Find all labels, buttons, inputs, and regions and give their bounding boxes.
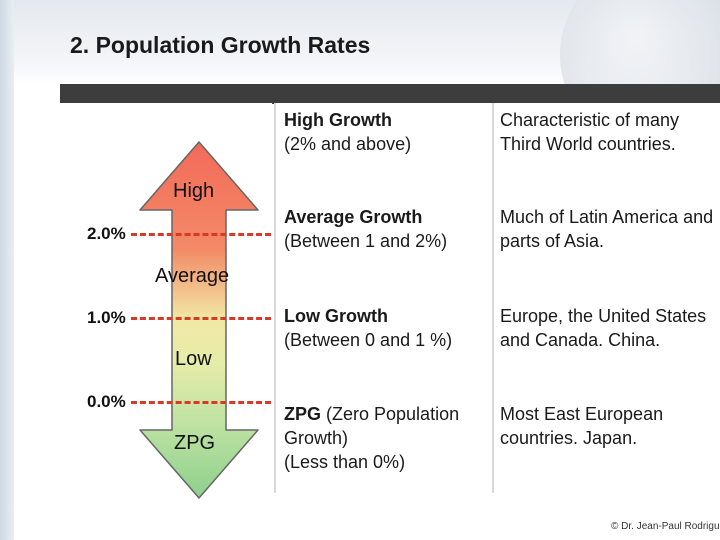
level-label-high: High xyxy=(173,180,215,202)
row-low-category-name: Low Growth xyxy=(284,306,388,326)
row-high-category-name: High Growth xyxy=(284,110,392,130)
page-title: 2. Population Growth Rates xyxy=(70,32,371,58)
table-divider-right xyxy=(492,103,494,493)
row-zpg-category-extra: (Zero Population Growth) xyxy=(284,404,460,448)
row-low-description: Europe, the United States and Canada. Ch… xyxy=(500,306,707,350)
threshold-0-percent: 0.0% xyxy=(87,392,126,411)
row-zpg-category-name: ZPG xyxy=(284,404,322,424)
row-zpg-description: Most East European countries. Japan. xyxy=(500,404,664,448)
row-average-category-name: Average Growth xyxy=(284,207,423,227)
level-label-low: Low xyxy=(175,348,212,370)
row-high-description: Characteristic of many Third World count… xyxy=(500,110,680,154)
row-zpg-range: (Less than 0%) xyxy=(284,452,406,472)
threshold-line-2-percent xyxy=(131,233,271,236)
level-label-average: Average xyxy=(155,265,230,287)
row-zpg-category: ZPG (Zero Population Growth) (Less than … xyxy=(284,402,490,474)
copyright-notice: © Dr. Jean-Paul Rodrigue xyxy=(611,521,720,532)
threshold-2-percent: 2.0% xyxy=(87,224,126,243)
arrow-panel xyxy=(60,103,272,493)
threshold-1-percent: 1.0% xyxy=(87,308,126,327)
growth-arrow-icon xyxy=(139,141,259,499)
row-low-category: Low Growth (Between 0 and 1 %) xyxy=(284,304,484,352)
row-average-description: Much of Latin America and parts of Asia. xyxy=(500,207,714,251)
row-high-category: High Growth (2% and above) xyxy=(284,108,484,156)
header-rule xyxy=(60,84,720,104)
row-average-category: Average Growth (Between 1 and 2%) xyxy=(284,205,484,253)
row-average-range: (Between 1 and 2%) xyxy=(284,231,448,251)
row-low-range: (Between 0 and 1 %) xyxy=(284,330,453,350)
left-decor-band xyxy=(0,0,14,540)
row-high-range: (2% and above) xyxy=(284,134,412,154)
threshold-line-1-percent xyxy=(131,317,271,320)
table-divider-left xyxy=(274,103,276,493)
threshold-line-0-percent xyxy=(131,401,271,404)
level-label-zpg: ZPG xyxy=(174,432,216,454)
growth-table xyxy=(274,103,720,493)
